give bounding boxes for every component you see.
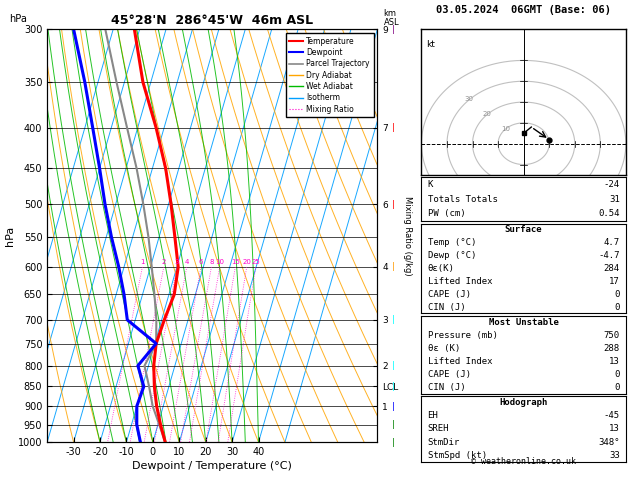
Text: Totals Totals: Totals Totals: [428, 195, 498, 204]
Text: |: |: [392, 361, 394, 370]
Text: |: |: [392, 401, 394, 411]
Text: |: |: [392, 25, 394, 34]
X-axis label: Dewpoint / Temperature (°C): Dewpoint / Temperature (°C): [132, 461, 292, 471]
Text: 03.05.2024  06GMT (Base: 06): 03.05.2024 06GMT (Base: 06): [436, 4, 611, 15]
Text: hPa: hPa: [9, 14, 27, 24]
Y-axis label: hPa: hPa: [5, 226, 15, 246]
Text: |: |: [392, 382, 394, 391]
Text: Surface: Surface: [505, 226, 542, 234]
Y-axis label: Mixing Ratio (g/kg): Mixing Ratio (g/kg): [403, 196, 413, 276]
Text: |: |: [392, 420, 394, 429]
Text: © weatheronline.co.uk: © weatheronline.co.uk: [471, 457, 576, 466]
Text: K: K: [428, 180, 433, 189]
Text: 3: 3: [175, 259, 179, 265]
Text: Temp (°C): Temp (°C): [428, 238, 476, 247]
Text: kt: kt: [426, 39, 435, 49]
Text: θε(K): θε(K): [428, 264, 454, 273]
Text: 1: 1: [140, 259, 145, 265]
Text: |: |: [392, 315, 394, 324]
Text: Most Unstable: Most Unstable: [489, 318, 559, 327]
Text: km
ASL: km ASL: [384, 9, 399, 27]
Text: 750: 750: [604, 331, 620, 340]
Text: 4: 4: [184, 259, 189, 265]
Text: 25: 25: [252, 259, 260, 265]
Text: StmDir: StmDir: [428, 437, 460, 447]
Text: CIN (J): CIN (J): [428, 303, 465, 312]
Text: -4.7: -4.7: [598, 251, 620, 260]
Text: 31: 31: [609, 195, 620, 204]
Text: 20: 20: [482, 111, 491, 117]
Text: |: |: [392, 262, 394, 272]
Text: CAPE (J): CAPE (J): [428, 290, 470, 299]
Text: Hodograph: Hodograph: [499, 398, 548, 407]
Text: 2: 2: [162, 259, 166, 265]
Text: 288: 288: [604, 344, 620, 353]
Legend: Temperature, Dewpoint, Parcel Trajectory, Dry Adiabat, Wet Adiabat, Isotherm, Mi: Temperature, Dewpoint, Parcel Trajectory…: [286, 33, 374, 117]
Text: 13: 13: [609, 357, 620, 366]
Text: Pressure (mb): Pressure (mb): [428, 331, 498, 340]
Text: -45: -45: [604, 411, 620, 420]
Text: 348°: 348°: [598, 437, 620, 447]
Text: |: |: [392, 123, 394, 132]
Text: 6: 6: [199, 259, 203, 265]
Text: θε (K): θε (K): [428, 344, 460, 353]
Text: Dewp (°C): Dewp (°C): [428, 251, 476, 260]
Text: 8: 8: [209, 259, 214, 265]
Text: |: |: [392, 200, 394, 209]
Text: 10: 10: [501, 126, 509, 132]
Text: 15: 15: [231, 259, 240, 265]
Text: 10: 10: [215, 259, 224, 265]
Text: 0: 0: [615, 370, 620, 379]
Text: 17: 17: [609, 277, 620, 286]
Title: 45°28'N  286°45'W  46m ASL: 45°28'N 286°45'W 46m ASL: [111, 14, 313, 27]
Text: EH: EH: [428, 411, 438, 420]
Text: 13: 13: [609, 424, 620, 434]
Text: 30: 30: [464, 96, 473, 102]
Text: CAPE (J): CAPE (J): [428, 370, 470, 379]
Text: Lifted Index: Lifted Index: [428, 357, 492, 366]
Text: 0.54: 0.54: [598, 209, 620, 218]
Text: CIN (J): CIN (J): [428, 382, 465, 392]
Text: 4.7: 4.7: [604, 238, 620, 247]
Text: -24: -24: [604, 180, 620, 189]
Text: Lifted Index: Lifted Index: [428, 277, 492, 286]
Text: 20: 20: [242, 259, 251, 265]
Text: 0: 0: [615, 303, 620, 312]
Text: 0: 0: [615, 290, 620, 299]
Text: |: |: [392, 438, 394, 447]
Text: StmSpd (kt): StmSpd (kt): [428, 451, 487, 460]
Text: 33: 33: [609, 451, 620, 460]
Text: 284: 284: [604, 264, 620, 273]
Text: SREH: SREH: [428, 424, 449, 434]
Text: PW (cm): PW (cm): [428, 209, 465, 218]
Text: 0: 0: [615, 382, 620, 392]
